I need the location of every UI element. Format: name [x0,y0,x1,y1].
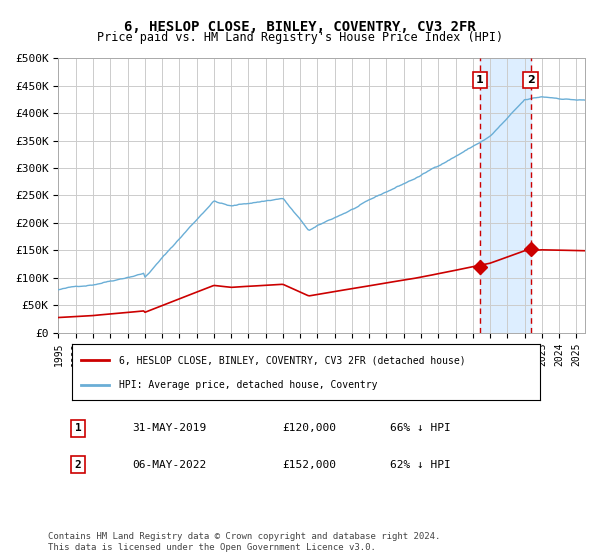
Text: Contains HM Land Registry data © Crown copyright and database right 2024.
This d: Contains HM Land Registry data © Crown c… [48,532,440,552]
Text: £120,000: £120,000 [282,423,336,433]
Text: £152,000: £152,000 [282,460,336,470]
Text: 31-MAY-2019: 31-MAY-2019 [132,423,206,433]
Text: Price paid vs. HM Land Registry's House Price Index (HPI): Price paid vs. HM Land Registry's House … [97,31,503,44]
Text: 62% ↓ HPI: 62% ↓ HPI [390,460,451,470]
Text: 66% ↓ HPI: 66% ↓ HPI [390,423,451,433]
Text: 1: 1 [476,75,484,85]
Text: 06-MAY-2022: 06-MAY-2022 [132,460,206,470]
Text: 1: 1 [74,423,82,433]
Text: 2: 2 [527,75,535,85]
Text: 6, HESLOP CLOSE, BINLEY, COVENTRY, CV3 2FR (detached house): 6, HESLOP CLOSE, BINLEY, COVENTRY, CV3 2… [119,355,466,365]
Text: 6, HESLOP CLOSE, BINLEY, COVENTRY, CV3 2FR: 6, HESLOP CLOSE, BINLEY, COVENTRY, CV3 2… [124,20,476,34]
Text: HPI: Average price, detached house, Coventry: HPI: Average price, detached house, Cove… [119,380,377,390]
Bar [480,58,530,333]
Text: 2: 2 [74,460,82,470]
